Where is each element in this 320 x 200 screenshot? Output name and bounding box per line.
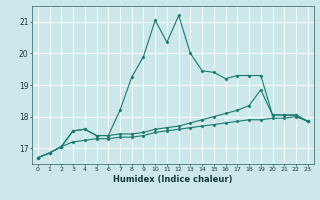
X-axis label: Humidex (Indice chaleur): Humidex (Indice chaleur) <box>113 175 233 184</box>
